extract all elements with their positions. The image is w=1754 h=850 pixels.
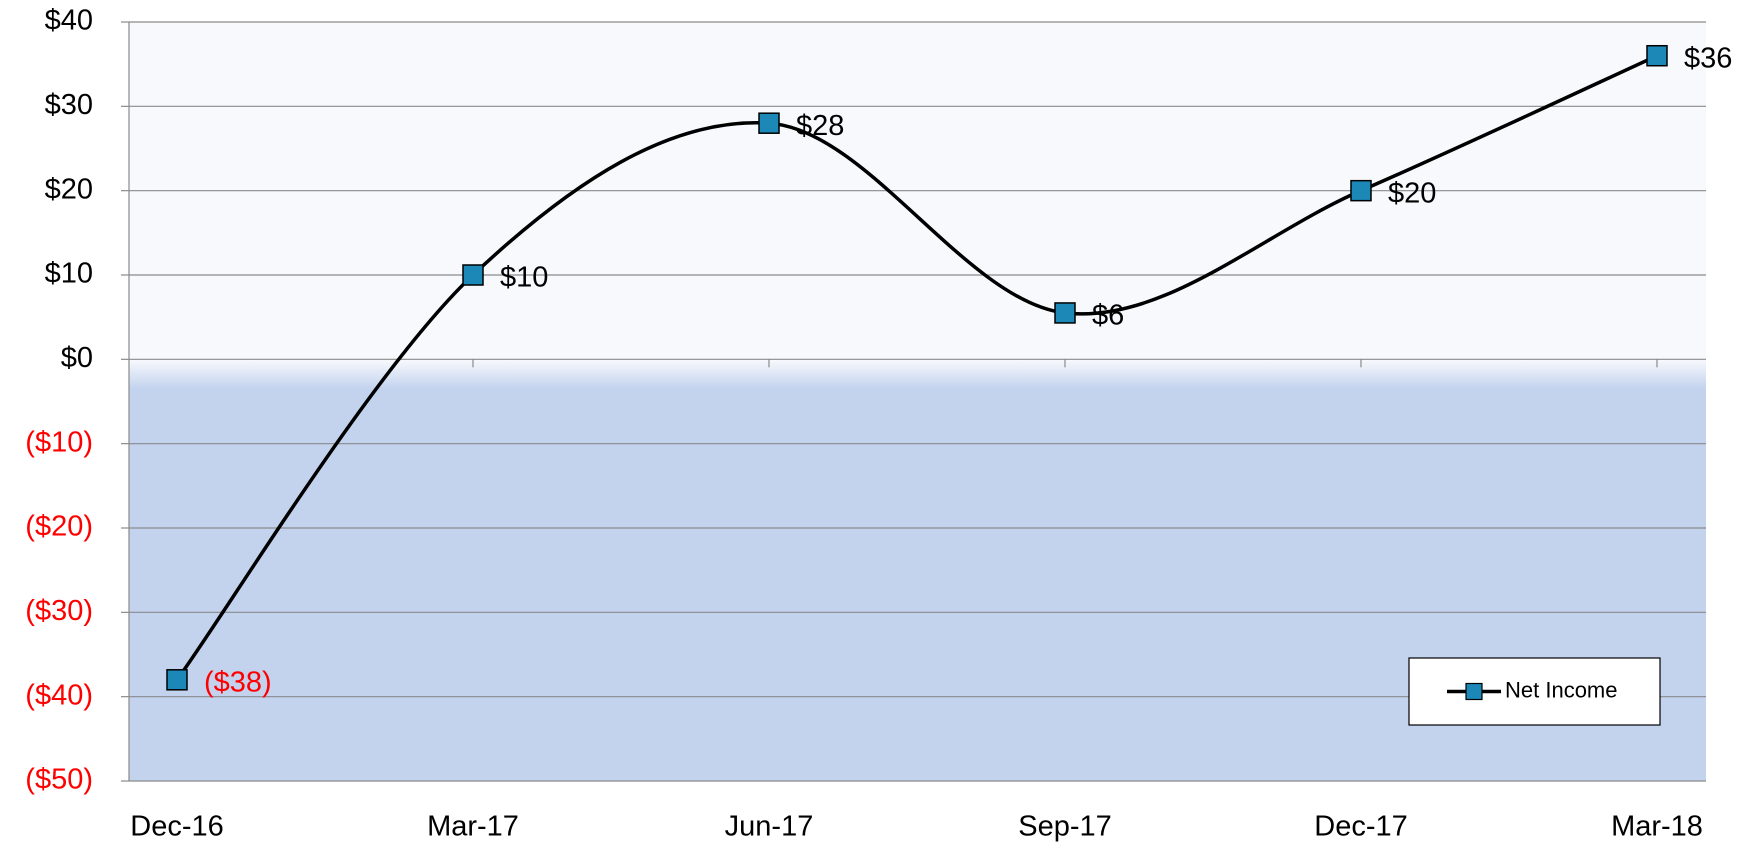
x-tick-label: Mar-18 xyxy=(1611,811,1703,843)
y-tick-label: $20 xyxy=(45,173,93,205)
data-label: $28 xyxy=(796,110,844,142)
data-marker xyxy=(462,264,484,286)
x-tick-label: Sep-17 xyxy=(1018,811,1112,843)
legend-label: Net Income xyxy=(1505,677,1618,702)
data-marker xyxy=(1054,302,1076,324)
data-label: $6 xyxy=(1092,300,1124,332)
y-tick-label: ($40) xyxy=(25,679,93,711)
y-tick-label: ($50) xyxy=(25,764,93,796)
x-tick-label: Dec-17 xyxy=(1314,811,1408,843)
data-label: $20 xyxy=(1388,177,1436,209)
data-marker xyxy=(1646,44,1668,67)
y-tick-label: $30 xyxy=(45,89,93,121)
series-line xyxy=(175,54,1658,681)
y-tick-label: $0 xyxy=(61,342,93,374)
data-label: ($38) xyxy=(204,666,272,698)
data-label: $10 xyxy=(500,262,548,294)
x-tick-label: Mar-17 xyxy=(427,811,519,843)
legend-marker xyxy=(1465,682,1483,701)
data-marker xyxy=(1350,179,1372,202)
y-tick-label: ($20) xyxy=(25,511,93,543)
data-label: $36 xyxy=(1684,42,1732,74)
x-tick-label: Jun-17 xyxy=(725,811,814,843)
y-tick-label: $10 xyxy=(45,258,93,290)
y-tick-label: $40 xyxy=(45,5,93,37)
x-tick-label: Dec-16 xyxy=(130,811,224,843)
data-marker xyxy=(166,669,188,691)
y-tick-label: ($30) xyxy=(25,595,93,627)
data-marker xyxy=(758,112,780,134)
y-tick-label: ($10) xyxy=(25,426,93,458)
